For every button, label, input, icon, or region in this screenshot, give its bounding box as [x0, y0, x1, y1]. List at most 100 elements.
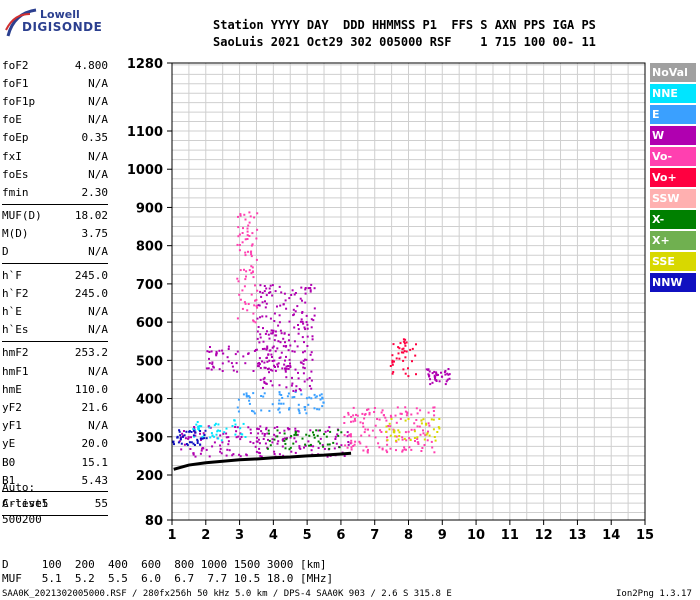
param-name: h`F2 — [2, 286, 29, 300]
echo-point — [192, 428, 195, 430]
y-tick-label: 700 — [136, 278, 163, 293]
echo-point — [304, 444, 307, 447]
echo-point — [400, 351, 403, 354]
echo-point — [435, 371, 438, 374]
echo-point — [303, 380, 306, 383]
echo-point — [289, 344, 292, 347]
echo-point — [294, 432, 297, 434]
echo-point — [390, 416, 393, 419]
echo-point — [318, 408, 321, 411]
f-trace-line — [173, 451, 352, 471]
echo-point — [433, 376, 436, 378]
echo-point — [301, 311, 304, 314]
echo-point — [415, 407, 418, 410]
echo-point — [335, 442, 338, 445]
echo-point — [227, 360, 230, 363]
echo-point — [271, 438, 274, 441]
param-row: D N/A — [2, 243, 108, 261]
echo-point — [432, 418, 435, 421]
echo-point — [208, 455, 211, 458]
echo-point — [209, 436, 212, 439]
echo-point — [368, 434, 371, 437]
echo-point — [368, 413, 371, 416]
echo-point — [401, 438, 404, 441]
param-row: hmE 110.0 — [2, 380, 108, 398]
echo-point — [378, 418, 381, 421]
echo-point — [288, 408, 290, 411]
echo-point — [272, 331, 275, 334]
echo-point — [244, 362, 247, 365]
echo-point — [408, 437, 411, 440]
echo-point — [189, 448, 192, 450]
echo-point — [219, 447, 222, 450]
echo-point — [308, 444, 311, 447]
echo-point — [267, 353, 270, 356]
echo-point — [415, 343, 417, 346]
echo-point — [236, 243, 239, 246]
echo-point — [337, 429, 340, 432]
muf-row: MUF 5.1 5.2 5.5 6.0 6.7 7.7 10.5 18.0 [M… — [2, 572, 333, 585]
param-name: D — [2, 245, 9, 259]
echo-point — [440, 371, 442, 374]
echo-point — [347, 441, 350, 443]
echo-point — [391, 372, 394, 375]
echo-point — [320, 393, 323, 396]
echo-point — [403, 342, 406, 345]
echo-point — [195, 423, 198, 426]
param-row: foF2 4.800 — [2, 56, 108, 74]
echo-point — [367, 408, 370, 411]
echo-point — [434, 377, 436, 380]
echo-point — [314, 396, 317, 399]
echo-point — [254, 321, 257, 324]
echo-point — [279, 304, 282, 307]
echo-point — [321, 405, 324, 408]
echo-point — [270, 353, 273, 356]
echo-point — [391, 363, 394, 366]
echo-point — [359, 442, 362, 445]
echo-point — [428, 370, 431, 373]
footer-version: Ion2Png 1.3.17 — [616, 589, 692, 599]
echo-point — [278, 399, 281, 402]
echo-point — [427, 411, 430, 414]
echo-point — [252, 410, 255, 413]
echo-point — [277, 402, 280, 405]
param-value: 18.02 — [74, 209, 108, 223]
echo-point — [190, 441, 193, 444]
echo-point — [284, 369, 287, 372]
echo-point — [215, 350, 218, 353]
echo-point — [280, 351, 283, 354]
echo-point — [239, 427, 242, 430]
echo-point — [268, 439, 271, 442]
echo-point — [183, 430, 185, 432]
param-value: N/A — [88, 364, 108, 378]
echo-point — [221, 362, 224, 365]
footer-file-info: SAA0K_2021302005000.RSF / 280fx256h 50 k… — [2, 589, 452, 599]
echo-point — [206, 350, 209, 353]
echo-point — [293, 396, 296, 398]
echo-point — [247, 426, 250, 429]
logo-line2: DIGISONDE — [22, 20, 103, 34]
echo-point — [305, 314, 308, 317]
echo-point — [225, 436, 228, 439]
echo-point — [183, 434, 186, 437]
echo-point — [326, 429, 329, 432]
param-value: N/A — [88, 323, 108, 337]
echo-point — [343, 422, 346, 424]
echo-point — [291, 396, 294, 399]
echo-point — [340, 431, 343, 434]
echo-point — [213, 424, 216, 427]
echo-point — [238, 293, 241, 296]
echo-point — [393, 360, 395, 363]
echo-point — [194, 431, 197, 434]
echo-point — [221, 441, 224, 444]
header-line2: SaoLuis 2021 Oct29 302 005000 RSF 1 715 … — [213, 35, 596, 49]
echo-point — [208, 357, 210, 360]
echo-point — [325, 435, 328, 438]
echo-point — [317, 447, 320, 449]
echo-point — [305, 358, 308, 361]
echo-point — [220, 439, 223, 442]
echo-point — [250, 244, 253, 247]
params-group-clevel: C-level 55 — [2, 494, 108, 512]
echo-point — [313, 407, 316, 410]
echo-point — [304, 292, 307, 295]
